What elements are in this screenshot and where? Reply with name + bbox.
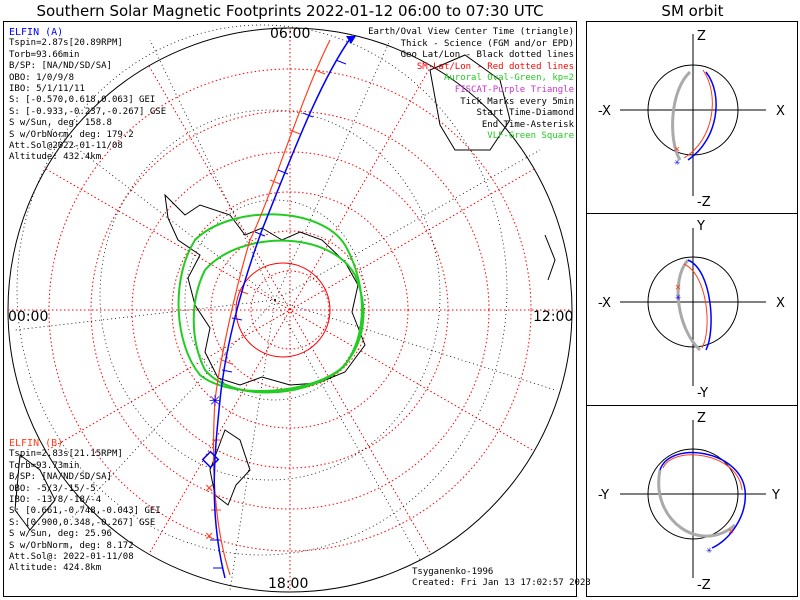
legend-item: Earth/Oval View Center Time (triangle) xyxy=(368,27,574,37)
sm2-right: X xyxy=(776,296,785,311)
svg-text:✕: ✕ xyxy=(675,282,681,293)
elfin-b-line: Altitude: 424.8km xyxy=(9,563,102,574)
elfin-b-line: S w/OrbNorm, deg: 8.172 xyxy=(9,540,134,551)
legend-item: Auroral Oval-Green, kp=2 xyxy=(443,73,574,84)
mlt-label-right: 12:00 xyxy=(533,309,574,325)
svg-text:✳: ✳ xyxy=(674,157,680,168)
sm3-left: -Y xyxy=(598,488,609,503)
sm1-bottom: -Z xyxy=(697,195,711,210)
sm1-right: X xyxy=(776,104,785,119)
elfin-b-name: ELFIN (B) xyxy=(9,438,64,449)
sm-panel-frame-1 xyxy=(586,21,798,214)
sm3-right: Y xyxy=(771,488,780,503)
antarctica-outline xyxy=(164,193,366,386)
mlt-label-bottom: 18:00 xyxy=(268,576,309,592)
elfin-a-line: Tspin=2.87s[20.89RPM] xyxy=(9,38,123,49)
model-credit: Tsyganenko-1996 xyxy=(412,567,494,577)
legend-item: FISCAT-Purple Triangle xyxy=(454,84,574,95)
svg-text:✕: ✕ xyxy=(205,480,213,496)
elfin-b-line: Att.Sol@: 2022-01-11/08 xyxy=(9,552,134,563)
elfin-b-line: S: [0.661,-0.748,-0.043] GEI xyxy=(9,506,161,517)
elfin-a-info: ELFIN (A) Tspin=2.87s[20.89RPM] Torb=93.… xyxy=(9,27,166,164)
legend-item: End Time-Asterisk xyxy=(481,119,574,130)
legend-item: SM Lat/Lon - Red dotted lines xyxy=(416,61,574,72)
elfin-a-line: Att.Sol@2022-01-11/08 xyxy=(9,141,123,152)
sm2-top: Y xyxy=(696,219,705,234)
svg-text:✕: ✕ xyxy=(205,528,213,544)
sm1-top: Z xyxy=(697,29,706,44)
continent-outlines xyxy=(14,54,556,531)
legend-item: VLF-Green Square xyxy=(487,131,574,142)
svg-text:✳: ✳ xyxy=(675,292,681,303)
legend-item: Start Time-Diamond xyxy=(476,108,574,119)
elfin-a-line: B/SP: [NA/ND/SD/SA] xyxy=(9,61,112,72)
elfin-a-line: S: [-0.933,-0.237,-0.267] GSE xyxy=(9,106,167,117)
legend-item: Geo Lat/Lon - Black dotted lines xyxy=(400,50,574,61)
elfin-a-line: S w/Sun, deg: 158.8 xyxy=(9,118,112,129)
elfin-a-line: Torb=93.66min xyxy=(9,49,80,60)
south-america-outline xyxy=(209,429,251,506)
elfin-a-trace: ✳ xyxy=(201,35,356,579)
elfin-b-line: B/SP: [NA/ND/SD/SA] xyxy=(9,472,112,483)
elfin-b-line: Torb=93.73min xyxy=(9,460,80,471)
svg-text:✕: ✕ xyxy=(728,526,734,537)
map-frame xyxy=(3,21,577,597)
svg-text:✕: ✕ xyxy=(674,144,680,155)
sm-orbit-panel-1: ✕ ✳ xyxy=(620,34,766,196)
polar-map: ✕ ✕ ✳ xyxy=(7,24,573,593)
sm2-left: -X xyxy=(598,296,611,311)
sm-panel-frame-3 xyxy=(586,405,798,597)
elfin-b-line: OBO: -5/3/-15/-5 xyxy=(9,483,96,494)
elfin-b-line: Tspin=2.83s[21.15RPM] xyxy=(9,449,123,460)
elfin-a-line: OBO: 1/0/9/8 xyxy=(9,72,75,83)
elfin-a-line: Altitude: 432.4km xyxy=(9,152,102,163)
sm-orbit-panel-3: ✕ ✳ xyxy=(620,420,766,578)
auroral-oval xyxy=(177,213,365,394)
mlt-label-top: 06:00 xyxy=(270,26,311,42)
sm-panel-frame-2 xyxy=(586,213,798,406)
sm-orbit-title: SM orbit xyxy=(661,2,724,20)
page-title: Southern Solar Magnetic Footprints 2022-… xyxy=(36,2,544,20)
legend: Earth/Oval View Center Time (triangle) T… xyxy=(368,27,574,143)
mlt-label-left: 00:00 xyxy=(8,309,49,325)
elfin-a-line: S: [-0.570,0.618,0.063] GEI xyxy=(9,95,156,106)
australia-outline xyxy=(429,54,511,151)
elfin-a-line: IBO: 5/1/11/11 xyxy=(9,84,85,95)
svg-text:✳: ✳ xyxy=(706,545,712,556)
elfin-b-info: ELFIN (B) Tspin=2.83s[21.15RPM] Torb=93.… xyxy=(9,438,161,575)
elfin-a-name: ELFIN (A) xyxy=(9,27,64,38)
legend-item: Tick Marks every 5min xyxy=(460,96,574,107)
legend-item: Thick - Science (FGM and/or EPD) xyxy=(400,38,574,49)
africa-outline xyxy=(14,454,56,531)
sm3-bottom: -Z xyxy=(697,578,711,593)
new-zealand-outline xyxy=(544,234,556,281)
svg-text:✳: ✳ xyxy=(209,387,221,411)
elfin-b-line: S w/Sun, deg: 25.96 xyxy=(9,529,112,540)
credits: Tsyganenko-1996 Created: Fri Jan 13 17:0… xyxy=(412,567,591,589)
elfin-b-line: S: [0.900,0.348,-0.267] GSE xyxy=(9,517,156,528)
sm2-bottom: -Y xyxy=(697,386,708,401)
sm1-left: -X xyxy=(598,104,611,119)
elfin-b-line: IBO: -13/8/-18/-4 xyxy=(9,495,102,506)
geo-grid xyxy=(14,24,556,591)
created-timestamp: Created: Fri Jan 13 17:02:57 2023 xyxy=(412,578,591,588)
sm3-top: Z xyxy=(697,411,706,426)
sm-orbit-panel-2: ✕ ✳ xyxy=(620,228,766,386)
elfin-a-line: S w/OrbNorm, deg: 179.2 xyxy=(9,129,134,140)
elfin-a-start-diamond xyxy=(201,450,220,469)
